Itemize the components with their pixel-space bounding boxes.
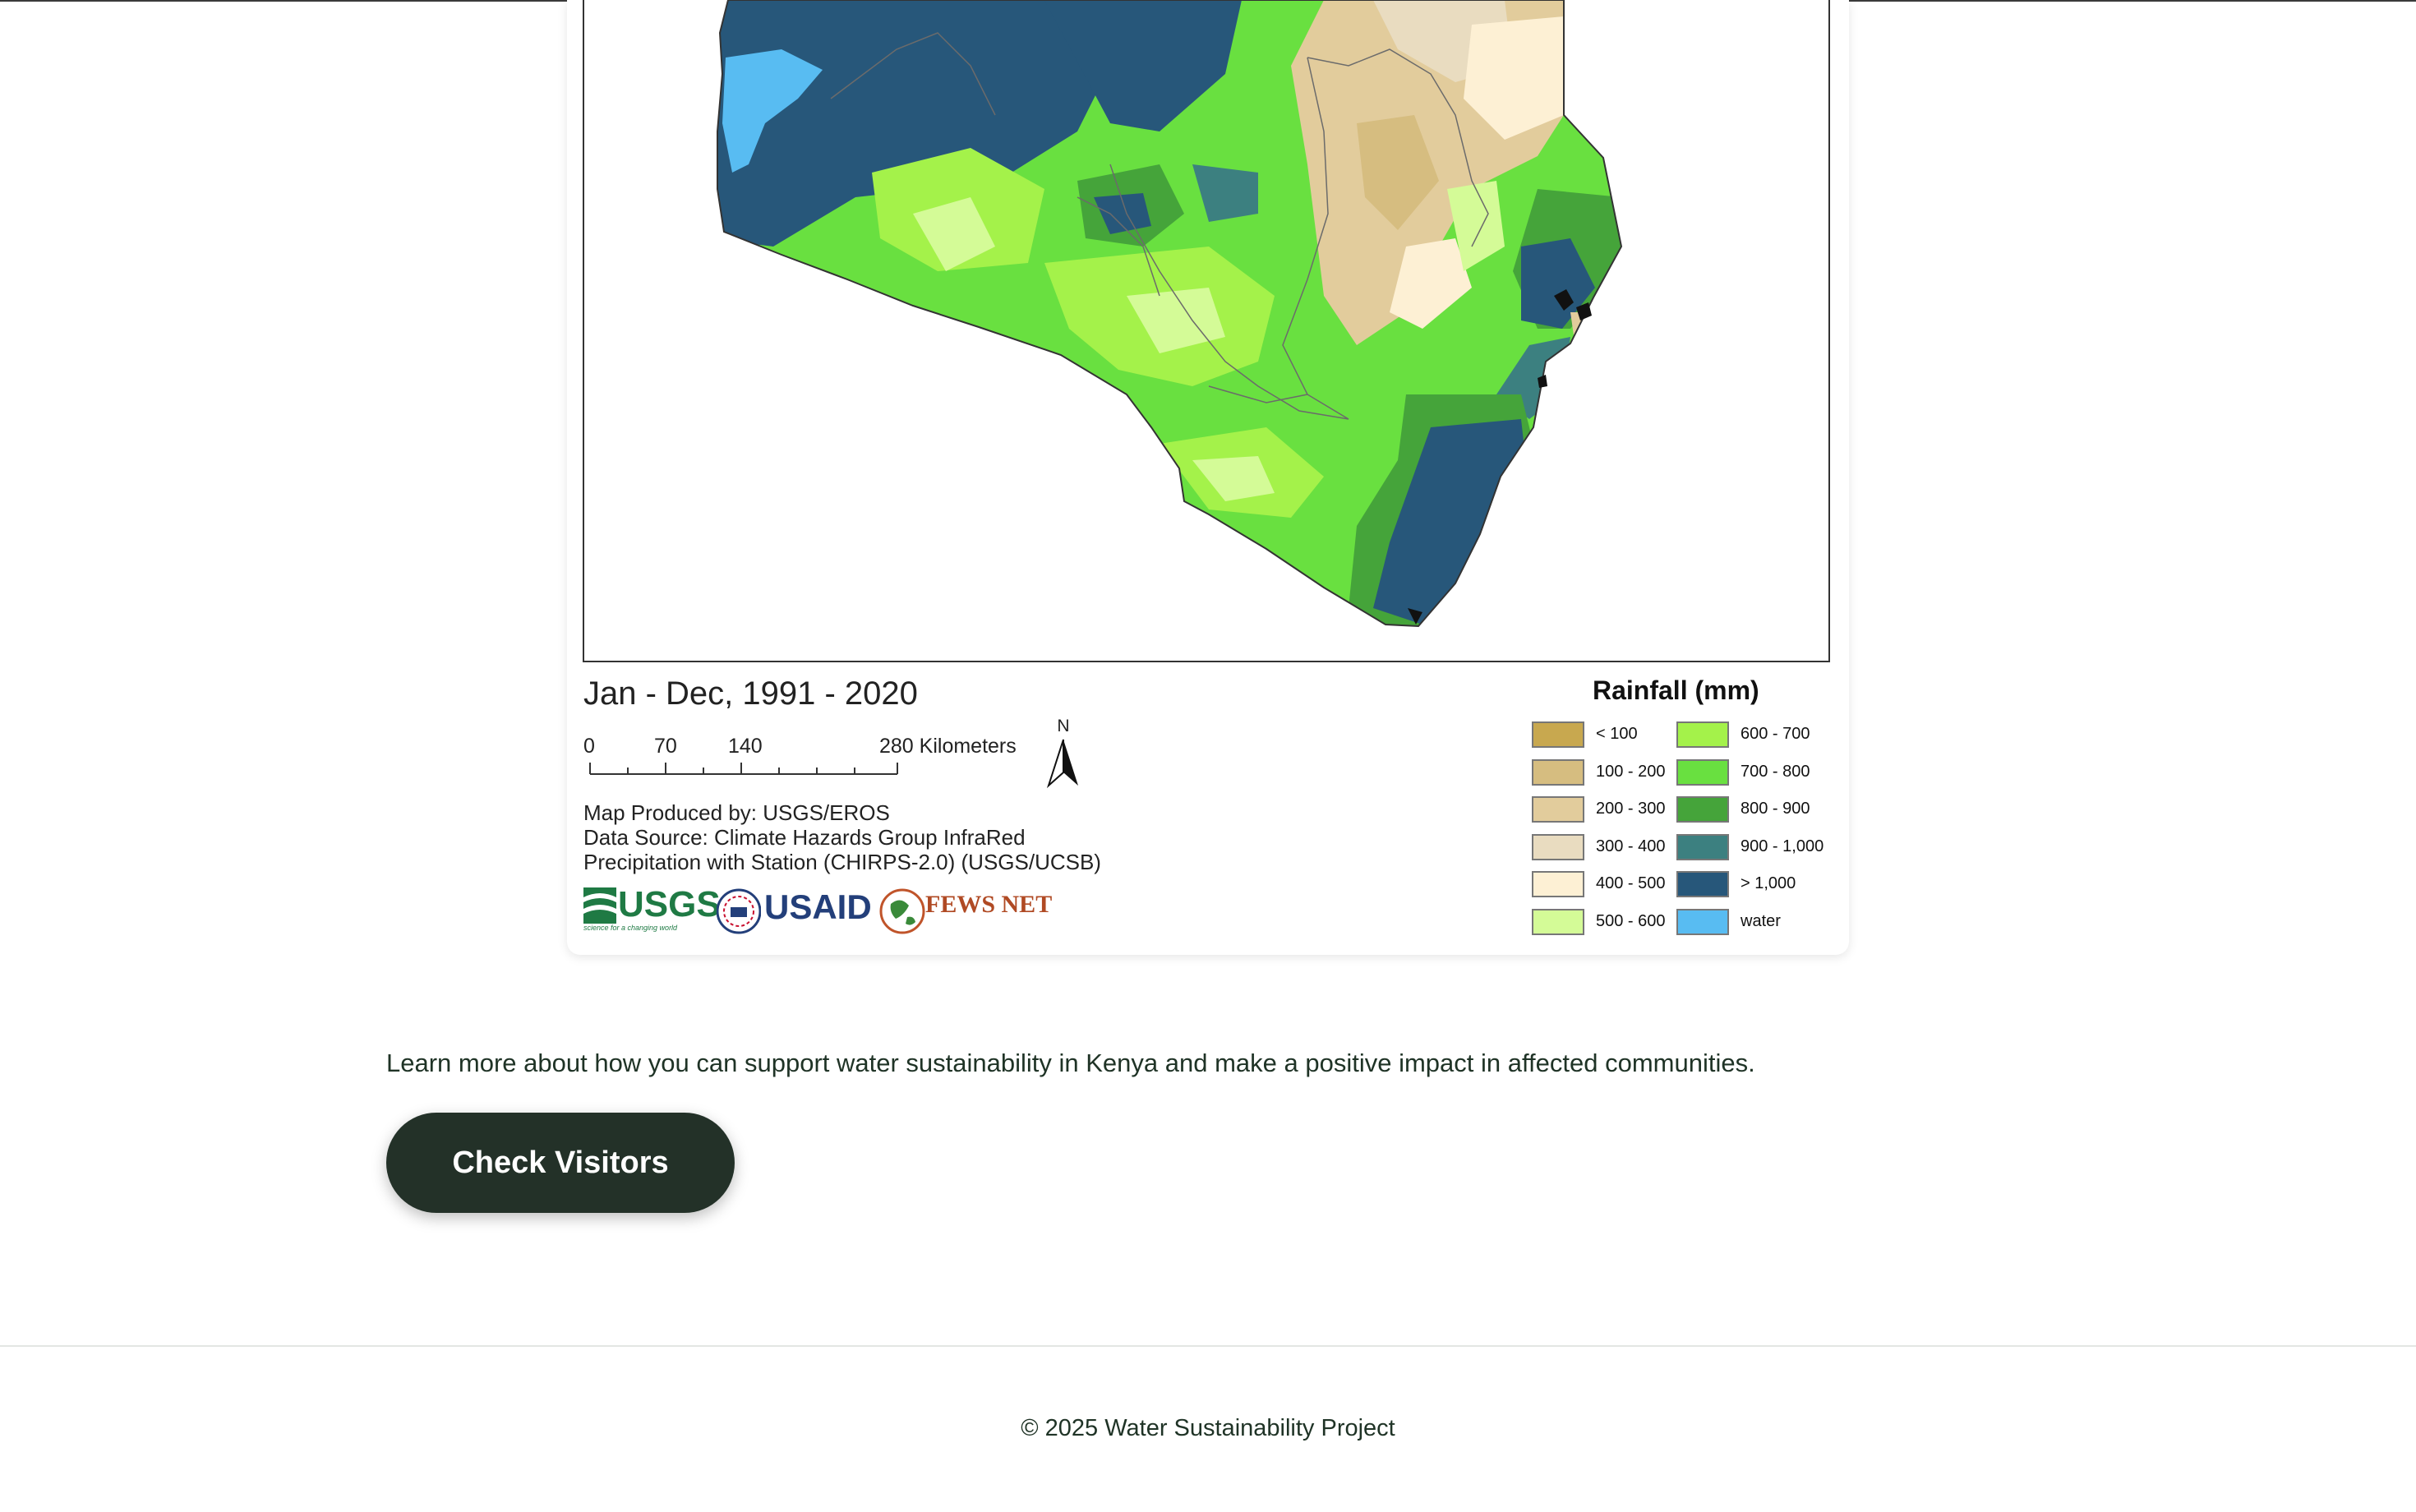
scale-label-140: 140	[728, 735, 763, 758]
legend-label: water	[1741, 911, 1781, 930]
map-frame	[583, 0, 1830, 662]
credit-source-line1: Data Source: Climate Hazards Group Infra…	[583, 825, 1026, 850]
usgs-logo: USGS science for a changing world	[583, 884, 721, 932]
legend-swatch	[1532, 871, 1584, 897]
footer-copyright: © 2025 Water Sustainability Project	[1021, 1415, 1395, 1441]
agency-logos: USGS science for a changing world USAID …	[583, 884, 1052, 938]
legend-label: 100 - 200	[1596, 762, 1666, 781]
north-arrow: N	[1045, 717, 1081, 791]
legend-item: > 1,000	[1676, 869, 1833, 901]
legend-title: Rainfall (mm)	[1593, 675, 1759, 705]
kenya-rainfall-map	[717, 0, 1623, 628]
north-label: N	[1057, 717, 1070, 735]
legend-label: < 100	[1596, 725, 1638, 743]
scale-label-0: 0	[583, 735, 595, 758]
usaid-logo: USAID	[717, 886, 881, 937]
legend-label: > 1,000	[1741, 874, 1796, 892]
legend-swatch	[1676, 871, 1729, 897]
legend-label: 800 - 900	[1741, 800, 1810, 818]
scale-bar: 0 70 140 280 Kilometers	[583, 721, 1109, 795]
footer-divider	[0, 1345, 2416, 1347]
legend-swatch	[1676, 721, 1729, 748]
scale-ruler	[589, 763, 898, 775]
legend-item: 400 - 500	[1532, 869, 1688, 901]
fewsnet-globe-icon	[879, 888, 925, 934]
credit-source-line2: Precipitation with Station (CHIRPS-2.0) …	[583, 850, 1101, 874]
legend-swatch	[1676, 908, 1729, 935]
rainfall-legend: < 100 100 - 200 200 - 300 300 - 400 400 - 50…	[1532, 720, 1844, 942]
fewsnet-logo: FEWS NET	[879, 886, 1052, 937]
usgs-wave-icon	[583, 887, 616, 924]
north-arrow-icon	[1046, 739, 1078, 789]
legend-swatch	[1532, 833, 1584, 860]
legend-item: 100 - 200	[1532, 758, 1688, 789]
legend-label: 300 - 400	[1596, 837, 1666, 855]
legend-item: 700 - 800	[1676, 758, 1833, 789]
legend-label: 400 - 500	[1596, 874, 1666, 892]
legend-label: 700 - 800	[1741, 762, 1810, 781]
legend-item: 900 - 1,000	[1676, 832, 1833, 864]
legend-label: 500 - 600	[1596, 911, 1666, 930]
rainfall-map-card: Jan - Dec, 1991 - 2020 0 70 140 280 Kilo…	[567, 0, 1849, 955]
credit-produced-by: Map Produced by: USGS/EROS	[583, 800, 890, 825]
legend-label: 200 - 300	[1596, 800, 1666, 818]
legend-swatch	[1532, 758, 1584, 786]
support-message: Learn more about how you can support wat…	[386, 1049, 1755, 1077]
legend-swatch	[1676, 758, 1729, 786]
legend-swatch	[1532, 721, 1584, 748]
check-visitors-button[interactable]: Check Visitors	[386, 1113, 735, 1213]
map-period-title: Jan - Dec, 1991 - 2020	[583, 675, 918, 712]
map-credits: Map Produced by: USGS/EROS Data Source: …	[583, 800, 1101, 874]
legend-item: < 100	[1532, 720, 1688, 751]
legend-item: water	[1676, 907, 1833, 938]
legend-swatch	[1676, 833, 1729, 860]
legend-item: 600 - 700	[1676, 720, 1833, 751]
legend-item: 800 - 900	[1676, 795, 1833, 826]
legend-label: 600 - 700	[1741, 725, 1810, 743]
legend-item: 500 - 600	[1532, 907, 1688, 938]
legend-item: 200 - 300	[1532, 795, 1688, 826]
usaid-seal-icon	[717, 888, 761, 934]
scale-label-280: 280 Kilometers	[879, 735, 1017, 758]
legend-item: 300 - 400	[1532, 832, 1688, 864]
legend-swatch	[1532, 908, 1584, 935]
legend-swatch	[1532, 796, 1584, 823]
legend-label: 900 - 1,000	[1741, 837, 1824, 855]
scale-label-70: 70	[654, 735, 677, 758]
legend-swatch	[1676, 796, 1729, 823]
